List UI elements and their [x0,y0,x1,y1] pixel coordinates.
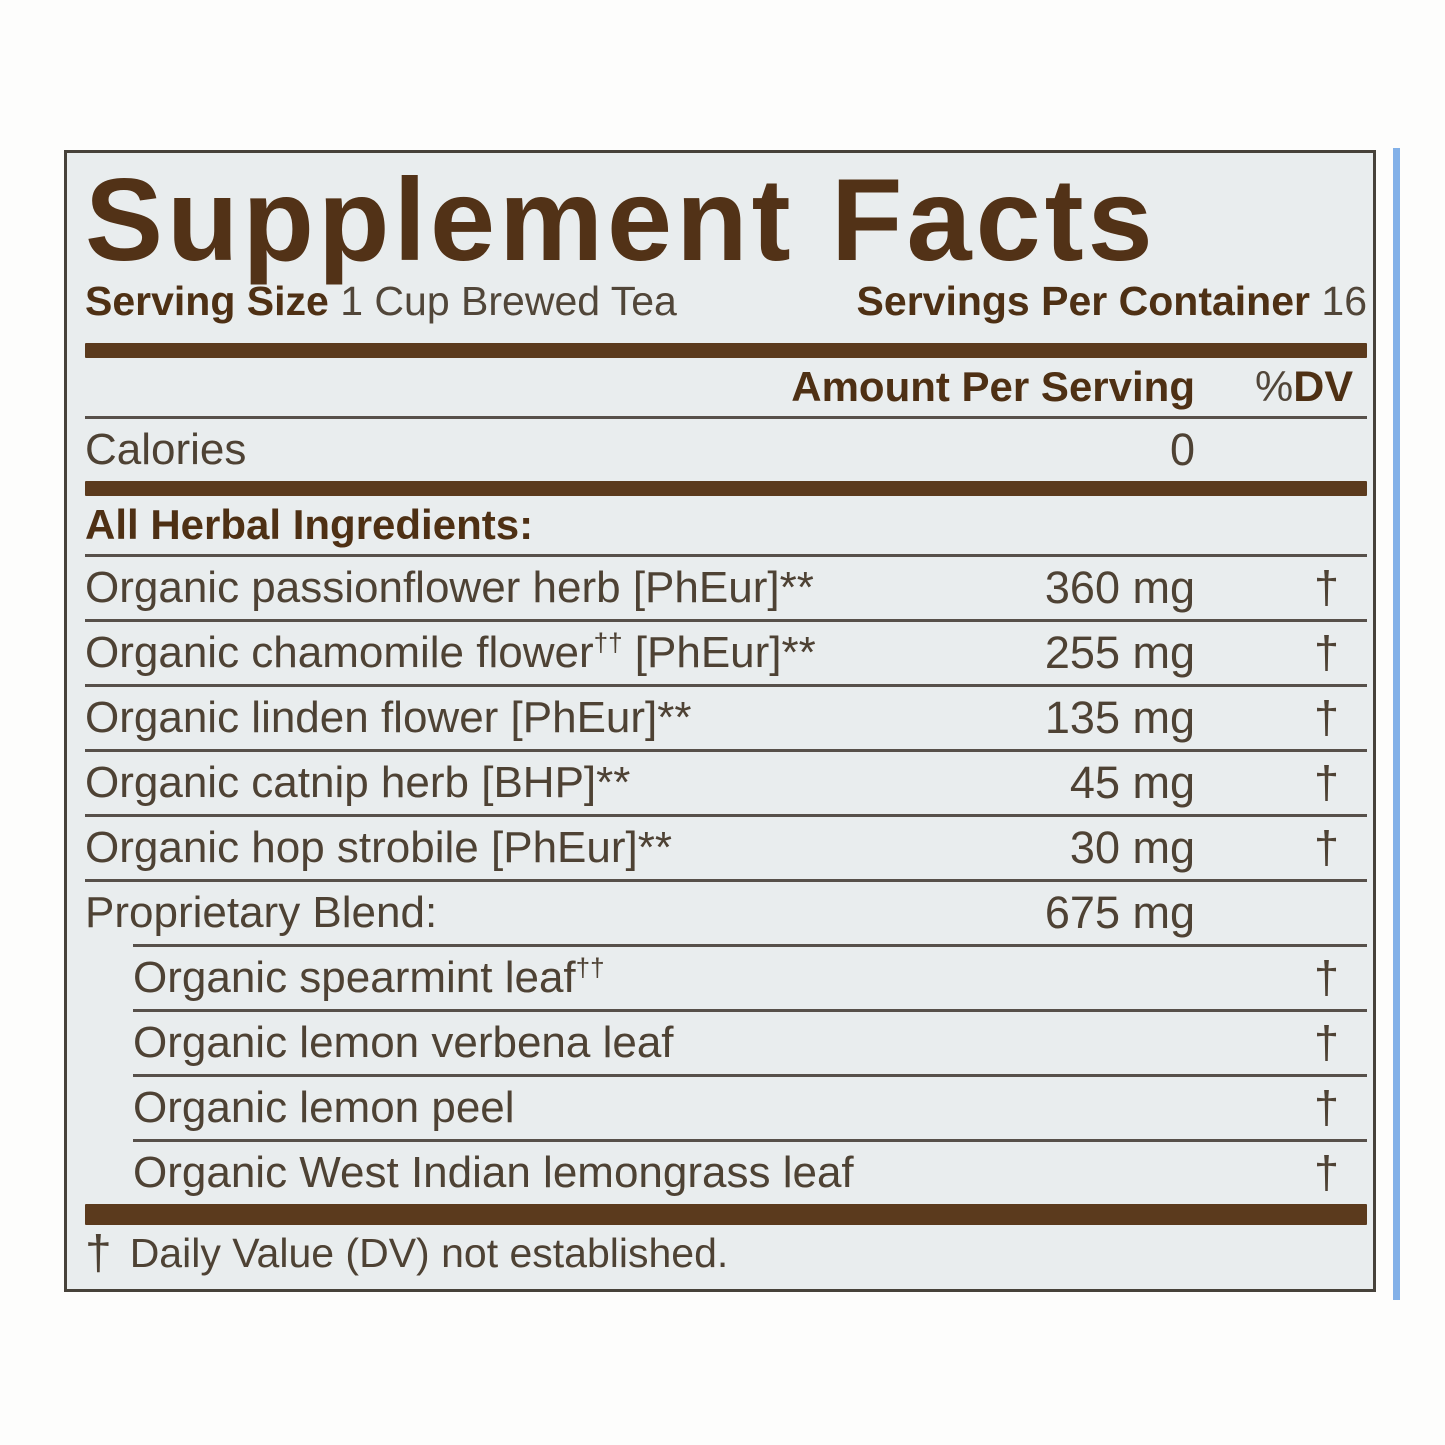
amount-per-serving-header: Amount Per Serving [791,363,1195,410]
thick-rule-mid [85,481,1367,496]
ingredient-name: Proprietary Blend: [85,888,438,937]
row-divider [133,944,1367,947]
ingredient-dv-dagger: † [1313,952,1339,1003]
header-divider [85,416,1367,419]
package-edge-blue-strip [1393,148,1400,1300]
ingredient-name: Organic lemon verbena leaf [133,1018,674,1067]
ingredient-row: Organic lemon peel † [85,1077,1367,1139]
ingredient-row: Organic catnip herb [BHP]** 45 mg † [85,752,1367,814]
footnote-row: † Daily Value (DV) not established. [85,1225,1367,1281]
serving-size-label: Serving Size [85,278,329,324]
ingredient-dv-dagger: † [1313,1082,1339,1133]
serving-size-value: 1 Cup Brewed Tea [340,278,677,324]
ingredient-row: Organic spearmint leaf†† † [85,947,1367,1009]
ingredient-row: Proprietary Blend: 675 mg [85,882,1367,944]
ingredient-rows: Organic passionflower herb [PhEur]** 360 … [85,557,1367,1204]
ingredient-name: Organic West Indian lemongrass leaf [133,1148,854,1197]
ingredient-dv-dagger: † [1313,1147,1339,1198]
ingredient-row: Organic linden flower [PhEur]** 135 mg † [85,687,1367,749]
calories-value: 0 [1169,424,1195,475]
row-divider [85,879,1367,882]
ingredient-name: Organic spearmint leaf†† [133,952,605,1002]
row-divider [85,684,1367,687]
column-header-row: Amount Per Serving %DV [85,358,1367,416]
section-divider [85,554,1367,557]
ingredient-row: Organic lemon verbena leaf † [85,1012,1367,1074]
serving-size: Serving Size 1 Cup Brewed Tea [85,273,677,329]
ingredient-amount: 30 mg [1069,822,1195,873]
ingredient-row: Organic hop strobile [PhEur]** 30 mg † [85,817,1367,879]
servings-per-container-value: 16 [1321,278,1367,324]
ingredient-row: Organic West Indian lemongrass leaf † [85,1142,1367,1204]
double-dagger-superscript: †† [593,627,623,658]
calories-row: Calories 0 [85,419,1367,481]
percent-dv-header: %DV [1255,363,1367,412]
thick-rule-top [85,343,1367,358]
ingredient-amount: 135 mg [1044,692,1195,743]
ingredient-name: Organic chamomile flower†† [PhEur]** [85,627,816,677]
ingredient-amount: 360 mg [1044,562,1195,613]
row-divider [133,1139,1367,1142]
ingredient-amount: 675 mg [1044,887,1195,938]
percent-sign: % [1255,362,1294,411]
ingredient-amount: 255 mg [1044,627,1195,678]
footnote-text: Daily Value (DV) not established. [129,1229,729,1276]
row-divider [133,1009,1367,1012]
ingredient-name: Organic hop strobile [PhEur]** [85,823,672,872]
ingredient-name: Organic lemon peel [133,1083,515,1132]
thick-rule-bottom [85,1204,1367,1225]
calories-label: Calories [85,425,247,474]
dv-label: DV [1293,362,1353,411]
ingredient-dv-dagger: † [1313,822,1339,873]
ingredient-name: Organic catnip herb [BHP]** [85,758,631,807]
row-divider [85,749,1367,752]
row-divider [133,1074,1367,1077]
ingredient-row: Organic passionflower herb [PhEur]** 360 … [85,557,1367,619]
panel-title: Supplement Facts [85,154,1157,285]
section-heading: All Herbal Ingredients: [85,501,534,548]
ingredient-name: Organic passionflower herb [PhEur]** [85,563,814,612]
ingredient-amount: 45 mg [1069,757,1195,808]
ingredient-dv-dagger: † [1313,627,1339,678]
servings-per-container: Servings Per Container 16 [857,273,1367,329]
ingredient-name: Organic linden flower [PhEur]** [85,693,692,742]
servings-per-container-label: Servings Per Container [856,278,1310,324]
ingredient-dv-dagger: † [1313,757,1339,808]
row-divider [85,814,1367,817]
supplement-facts-panel: Supplement Facts Serving Size 1 Cup Brew… [64,150,1376,1292]
double-dagger-superscript: †† [575,952,605,983]
ingredient-row: Organic chamomile flower†† [PhEur]** 255 … [85,622,1367,684]
serving-info-row: Serving Size 1 Cup Brewed Tea Servings P… [85,273,1367,329]
row-divider [85,619,1367,622]
dagger-icon: † [85,1226,112,1280]
ingredient-dv-dagger: † [1313,562,1339,613]
ingredient-dv-dagger: † [1313,692,1339,743]
ingredient-dv-dagger: † [1313,1017,1339,1068]
